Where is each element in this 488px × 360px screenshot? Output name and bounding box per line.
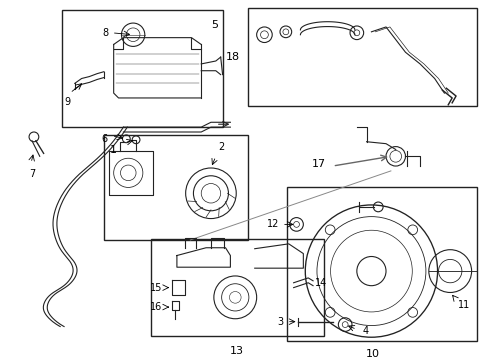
Text: 12: 12	[266, 219, 279, 229]
Text: 14: 14	[314, 278, 326, 288]
Text: 5: 5	[210, 20, 217, 30]
Text: 17: 17	[311, 159, 325, 169]
Bar	[62, 10, 222, 127]
Text: 13: 13	[230, 346, 244, 356]
Text: 11: 11	[457, 300, 469, 310]
Bar	[104, 135, 247, 240]
Text: 18: 18	[225, 52, 240, 62]
Text: 7: 7	[29, 169, 35, 179]
Text: 3: 3	[277, 317, 284, 327]
Text: 1: 1	[110, 145, 117, 155]
Bar	[247, 9, 476, 106]
Bar	[286, 188, 476, 341]
Text: 16: 16	[150, 302, 162, 312]
Text: 9: 9	[64, 97, 70, 107]
Text: 8: 8	[102, 28, 109, 38]
Text: 15: 15	[150, 283, 162, 293]
Text: 10: 10	[365, 349, 379, 359]
Text: 4: 4	[362, 327, 368, 336]
Text: 2: 2	[218, 143, 224, 152]
Text: 6: 6	[102, 134, 108, 144]
Bar	[150, 239, 323, 336]
